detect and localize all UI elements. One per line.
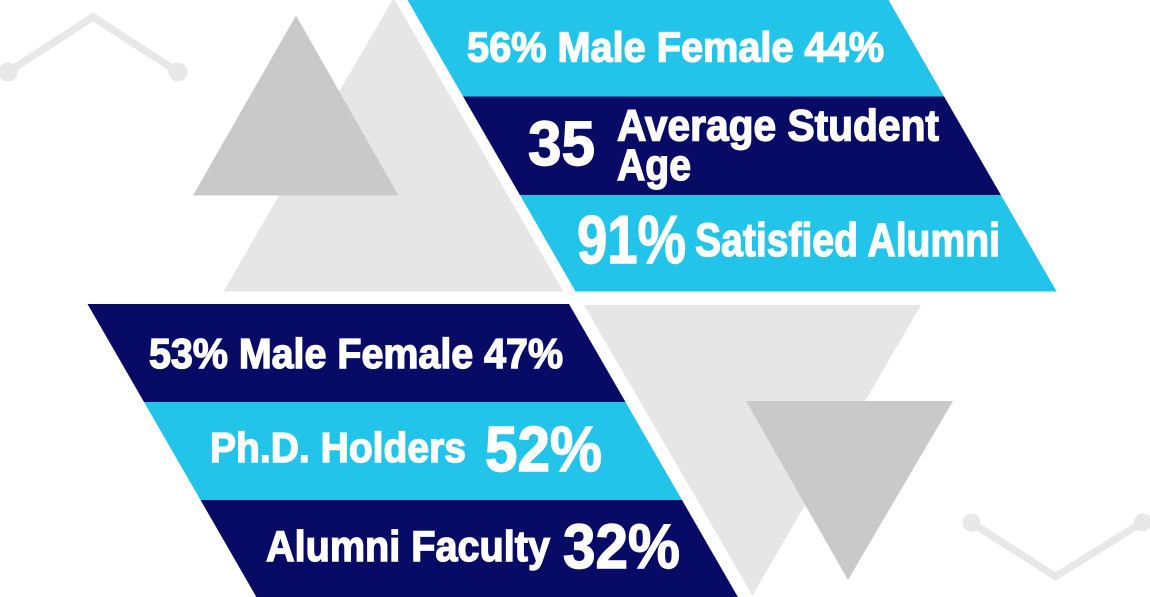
svg-text:91%: 91% — [577, 202, 686, 278]
svg-text:Ph.D. Holders: Ph.D. Holders — [210, 424, 466, 471]
svg-text:Satisfied Alumni: Satisfied Alumni — [695, 213, 1000, 266]
svg-text:Age: Age — [617, 141, 691, 190]
svg-text:52%: 52% — [485, 413, 602, 485]
svg-text:35: 35 — [528, 109, 595, 179]
svg-text:53% Male Female 47%: 53% Male Female 47% — [149, 330, 563, 377]
svg-text:56% Male Female 44%: 56% Male Female 44% — [467, 24, 884, 71]
svg-text:Alumni Faculty: Alumni Faculty — [266, 523, 550, 571]
svg-text:32%: 32% — [563, 512, 680, 582]
svg-text:Average Student: Average Student — [617, 102, 939, 151]
